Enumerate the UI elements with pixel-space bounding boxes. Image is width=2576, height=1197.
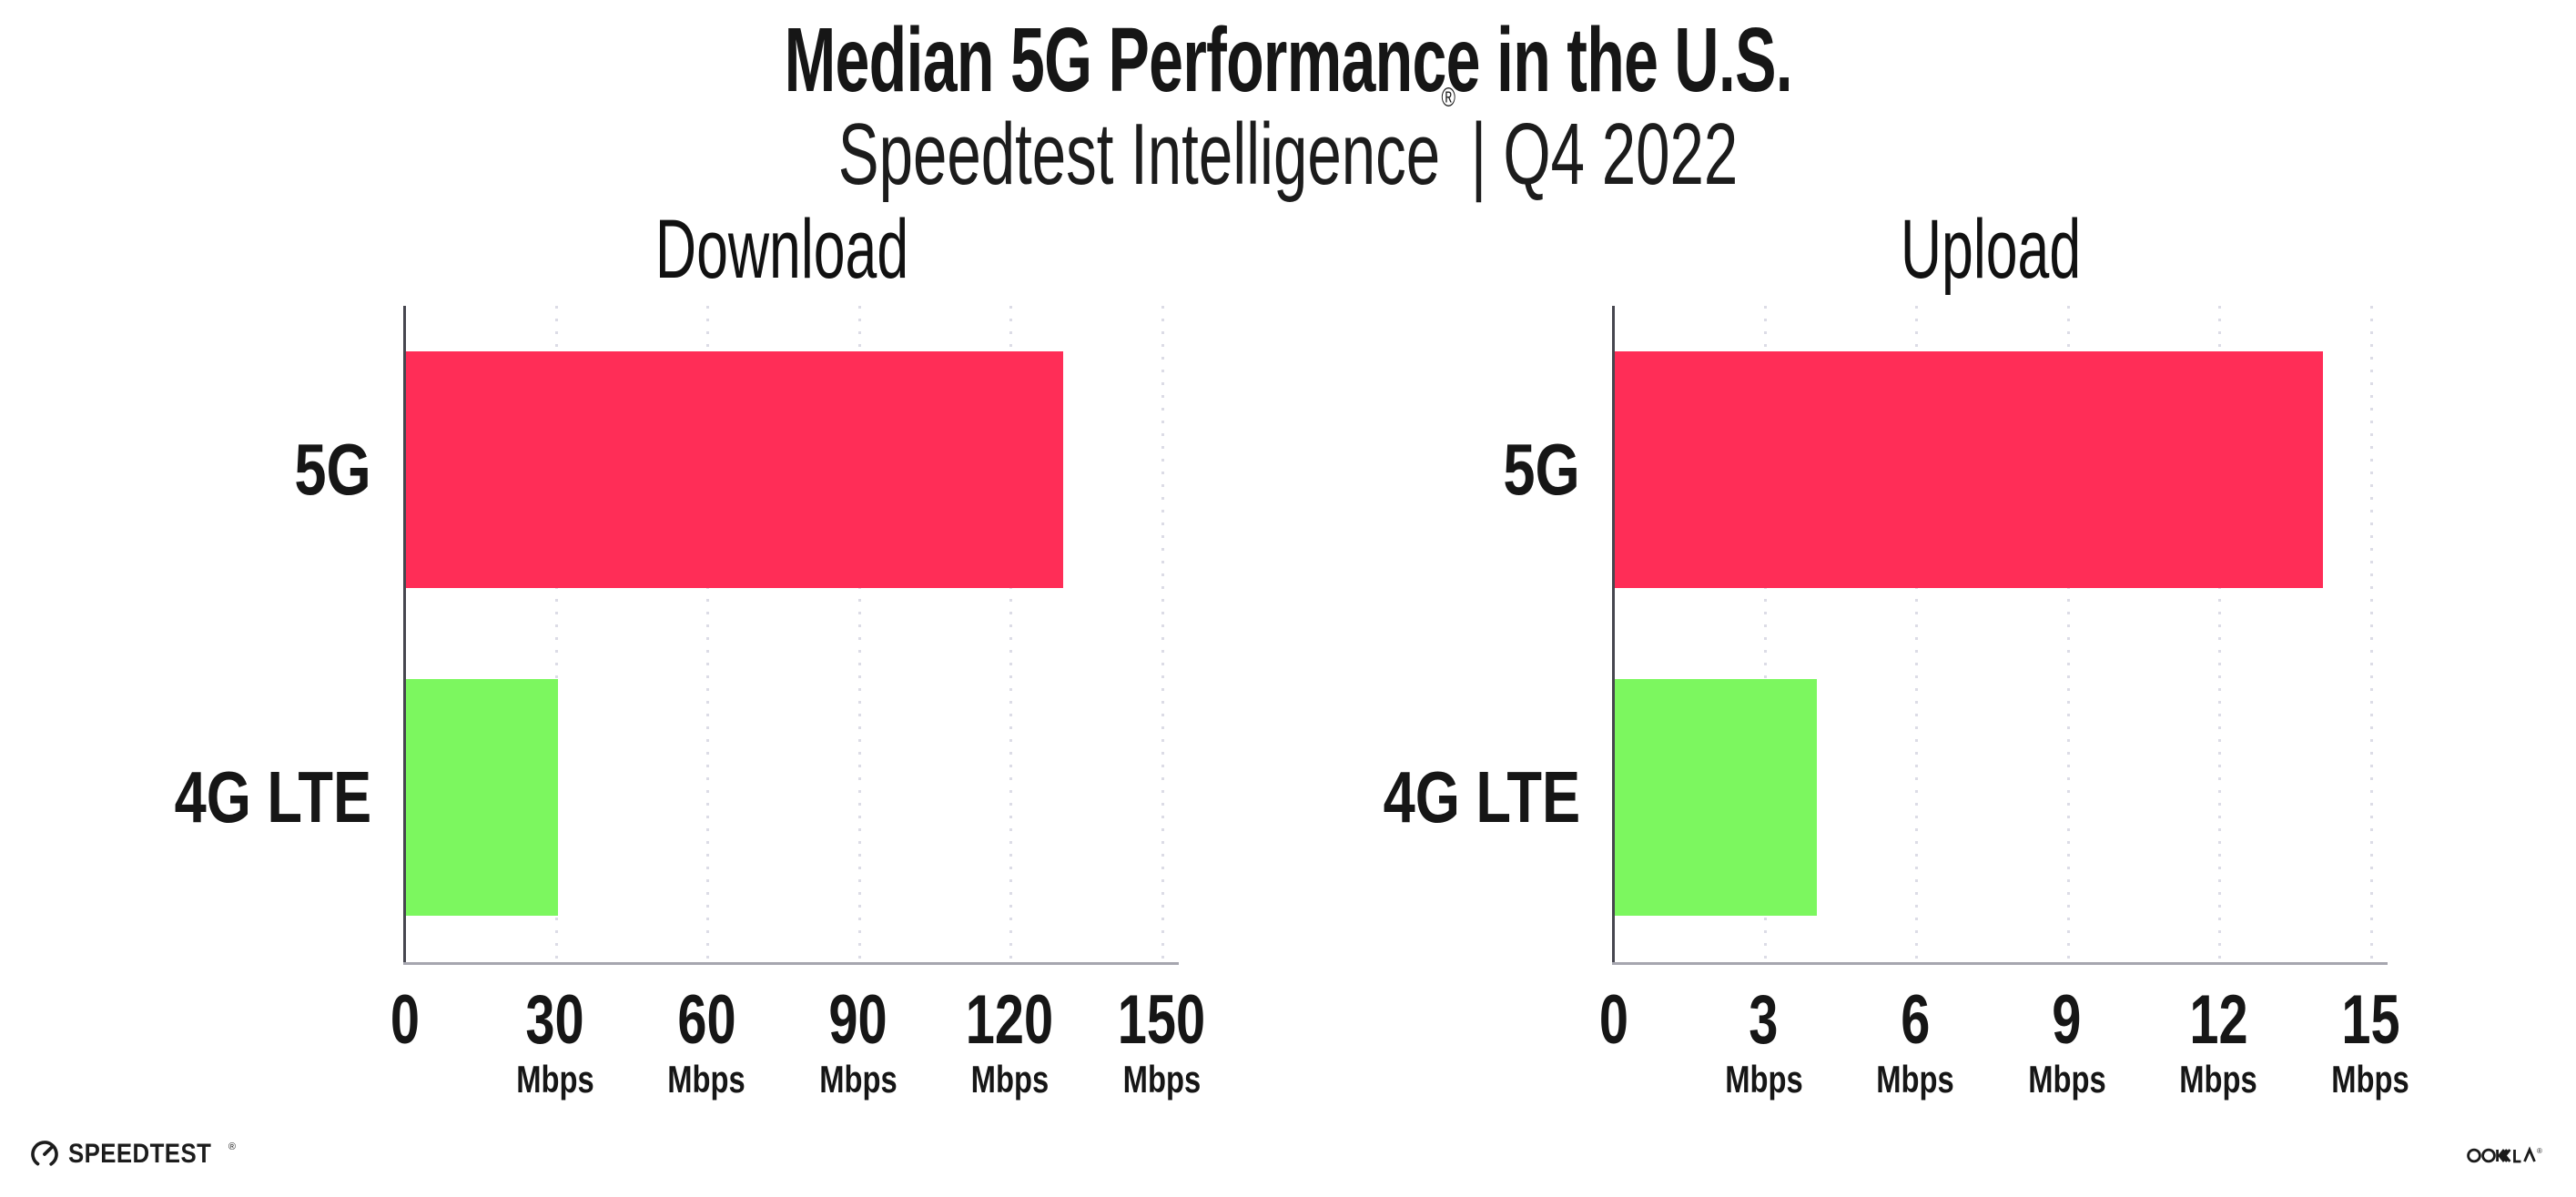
gridline-60mbps xyxy=(706,306,710,963)
category-label-4g-lte: 4G LTE xyxy=(1189,679,1580,916)
x-axis-line xyxy=(403,962,1179,965)
header: Median 5G Performance in the U.S. Speedt… xyxy=(0,0,2576,200)
bar-5g-download xyxy=(406,351,1063,588)
category-label-5g: 5G xyxy=(1189,351,1580,588)
subtitle-period: Q4 2022 xyxy=(1503,106,1739,203)
x-tick-12: 12 Mbps xyxy=(2169,985,2269,1100)
tick-value: 30 xyxy=(525,981,584,1059)
category-label-4g-lte-text: 4G LTE xyxy=(174,756,371,837)
subtitle-separator: | xyxy=(1470,106,1487,203)
speedtest-wordmark: SPEEDTEST xyxy=(68,1139,235,1170)
x-tick-6: 6 Mbps xyxy=(1865,985,1965,1100)
x-tick-0: 0 xyxy=(1594,985,1632,1056)
category-label-5g: 5G xyxy=(0,351,371,588)
bar-5g-upload xyxy=(1615,351,2323,588)
tick-value: 6 xyxy=(1901,981,1931,1059)
category-label-4g-lte-text: 4G LTE xyxy=(1383,756,1580,837)
page-subtitle-text: Speedtest Intelligence® | Q4 2022 xyxy=(837,85,1739,203)
page-title-text: Median 5G Performance in the U.S. xyxy=(784,9,1792,111)
tick-unit: Mbps xyxy=(1122,1058,1201,1101)
tick-unit: Mbps xyxy=(819,1058,898,1101)
gridline-3mbps xyxy=(1763,306,1767,963)
bar-4g-lte-upload xyxy=(1615,679,1818,916)
x-axis-line xyxy=(1612,962,2388,965)
ookla-registered-mark: ® xyxy=(2537,1147,2542,1155)
gridline-6mbps xyxy=(1915,306,1919,963)
x-tick-90: 90 Mbps xyxy=(808,985,908,1100)
x-tick-60: 60 Mbps xyxy=(656,985,756,1100)
speedtest-gauge-icon xyxy=(29,1139,60,1170)
download-chart: Download 5G 4G LTE 0 30 Mbps 60 Mbps 90 xyxy=(174,204,1205,1100)
tick-value: 150 xyxy=(1117,981,1206,1059)
tick-unit: Mbps xyxy=(667,1058,745,1101)
tick-unit: Mbps xyxy=(1876,1058,1954,1101)
tick-value: 90 xyxy=(828,981,887,1059)
tick-unit: Mbps xyxy=(2028,1058,2106,1101)
x-tick-15: 15 Mbps xyxy=(2320,985,2420,1100)
ookla-wordmark-icon: ® xyxy=(2467,1141,2551,1169)
registered-trademark-symbol: ® xyxy=(1441,83,1455,113)
upload-chart-title-text: Upload xyxy=(1900,203,2082,296)
page-subtitle: Speedtest Intelligence® | Q4 2022 xyxy=(0,85,2576,203)
tick-value: 60 xyxy=(677,981,736,1059)
tick-unit: Mbps xyxy=(1724,1058,1803,1101)
tick-value: 0 xyxy=(390,981,420,1059)
y-axis-line xyxy=(1612,306,1615,963)
tick-unit: Mbps xyxy=(2331,1058,2409,1101)
tick-value: 3 xyxy=(1749,981,1779,1059)
subtitle-brand: Speedtest Intelligence xyxy=(837,106,1441,203)
tick-unit: Mbps xyxy=(2179,1058,2258,1101)
bar-4g-lte-download xyxy=(406,679,558,916)
download-chart-title-text: Download xyxy=(654,203,909,296)
gridline-15mbps xyxy=(2370,306,2373,963)
download-chart-title: Download xyxy=(595,204,968,295)
tick-value: 15 xyxy=(2340,981,2400,1059)
page-title: Median 5G Performance in the U.S. xyxy=(0,15,2576,106)
gridline-90mbps xyxy=(857,306,861,963)
category-label-5g-text: 5G xyxy=(294,429,371,510)
speedtest-logo: SPEEDTEST ® xyxy=(29,1139,250,1170)
ookla-logo: ® xyxy=(2467,1141,2551,1173)
upload-chart-title: Upload xyxy=(1858,204,2124,295)
x-tick-30: 30 Mbps xyxy=(505,985,605,1100)
gridline-30mbps xyxy=(554,306,558,963)
speedtest-registered-mark: ® xyxy=(228,1141,236,1152)
gridline-9mbps xyxy=(2066,306,2070,963)
tick-value: 0 xyxy=(1598,981,1628,1059)
x-tick-150: 150 Mbps xyxy=(1104,985,1220,1100)
gridline-150mbps xyxy=(1161,306,1164,963)
gridline-120mbps xyxy=(1009,306,1013,963)
speedtest-wordmark-text: SPEEDTEST xyxy=(68,1139,212,1169)
y-axis-line xyxy=(403,306,406,963)
tick-unit: Mbps xyxy=(970,1058,1050,1101)
upload-chart: Upload 5G 4G LTE 0 3 Mbps 6 Mbps 9 M xyxy=(1383,204,2409,1100)
x-tick-3: 3 Mbps xyxy=(1714,985,1814,1100)
category-label-4g-lte: 4G LTE xyxy=(0,679,371,916)
tick-value: 120 xyxy=(966,981,1054,1059)
tick-unit: Mbps xyxy=(515,1058,594,1101)
x-tick-120: 120 Mbps xyxy=(952,985,1068,1100)
category-label-5g-text: 5G xyxy=(1503,429,1580,510)
x-tick-9: 9 Mbps xyxy=(2017,985,2117,1100)
x-tick-0: 0 xyxy=(385,985,423,1056)
tick-value: 9 xyxy=(2052,981,2082,1059)
gridline-12mbps xyxy=(2218,306,2222,963)
tick-value: 12 xyxy=(2189,981,2248,1059)
